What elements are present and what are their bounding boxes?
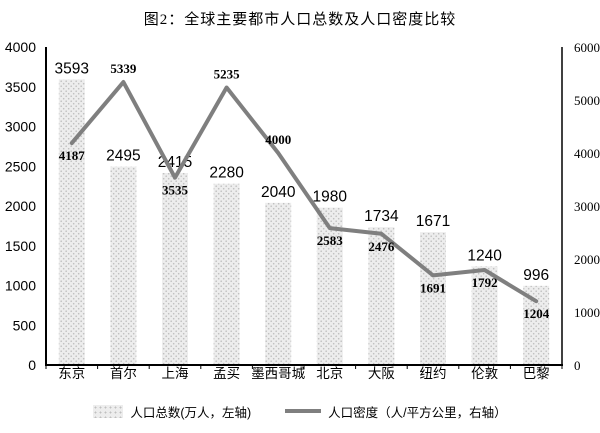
line-point-label: 1792 [472, 275, 498, 290]
axis-label-left: 3500 [5, 79, 36, 95]
chart-legend: 人口总数(万人，左轴) 人口密度（人/平方公里，右轴） [0, 399, 600, 423]
chart-title: 图2：全球主要都市人口总数及人口密度比较 [143, 12, 457, 28]
chart-plot: 0 500 1000 1500 2000 2500 3000 3500 4000 0 1000 200… [5, 40, 600, 381]
bar [58, 79, 85, 365]
bar [213, 183, 240, 365]
axis-label-right: 5000 [574, 93, 600, 108]
bar-value-label: 1980 [313, 189, 348, 206]
axis-label-left: 2500 [5, 158, 36, 174]
line-point-label: 5235 [214, 67, 241, 82]
axis-label-right: 4000 [574, 146, 600, 161]
axis-label-left: 1000 [5, 278, 36, 294]
axis-label-right: 3000 [574, 199, 600, 214]
category-label: 上海 [162, 366, 189, 381]
category-label: 孟买 [213, 366, 240, 381]
axis-label-right: 2000 [574, 252, 600, 267]
axis-label-left: 0 [28, 357, 36, 373]
line-point-label: 2583 [317, 233, 344, 248]
line-point-label: 3535 [162, 183, 189, 198]
line-point-label: 2476 [368, 239, 395, 254]
line-point-label: 5339 [110, 61, 137, 76]
axis-label-left: 500 [13, 317, 37, 333]
category-label: 北京 [316, 366, 343, 381]
line-series-label: 人口密度（人/平方公里，右轴） [328, 405, 507, 420]
bar [110, 166, 137, 365]
category-label: 墨西哥城 [251, 366, 305, 381]
category-label: 伦敦 [471, 366, 498, 381]
line-point-label: 1691 [420, 280, 446, 295]
bar [368, 227, 395, 365]
line-series-swatch [285, 409, 322, 413]
axis-label-left: 4000 [5, 40, 36, 55]
axis-label-right: 1000 [574, 305, 600, 320]
bar-series-label: 人口总数(万人，左轴) [130, 405, 252, 420]
line-point-label: 1204 [523, 306, 550, 321]
bar-value-label: 1240 [467, 247, 502, 264]
bar [471, 266, 498, 365]
bar [265, 202, 292, 365]
bar-value-label: 1671 [416, 213, 450, 230]
bar-value-label: 2495 [106, 148, 140, 165]
axis-label-right: 0 [574, 358, 581, 373]
bar [162, 173, 188, 365]
legend-item-bar: 人口总数(万人，左轴) [93, 402, 251, 421]
axis-label-left: 3000 [5, 119, 36, 135]
axis-label-left: 1500 [5, 238, 36, 254]
bar-value-label: 2040 [261, 184, 296, 201]
bar-value-label: 3593 [55, 60, 89, 77]
bar-value-label: 2280 [209, 165, 244, 182]
bar-value-label: 1734 [364, 208, 399, 225]
bar [420, 232, 446, 365]
bar-value-label: 996 [523, 267, 549, 284]
density-line [69, 80, 539, 304]
line-point-label: 4187 [59, 148, 86, 163]
category-label: 纽约 [420, 366, 447, 381]
category-label: 东京 [58, 366, 85, 381]
axis-label-right: 6000 [574, 40, 600, 55]
bar [316, 207, 343, 365]
legend-item-line: 人口密度（人/平方公里，右轴） [285, 402, 507, 421]
bar-series-swatch [93, 404, 124, 418]
axis-label-left: 2000 [5, 198, 36, 214]
category-label: 大阪 [368, 366, 395, 381]
category-label: 首尔 [110, 366, 137, 381]
category-label: 巴黎 [523, 366, 550, 381]
line-point-label: 4000 [265, 132, 291, 147]
